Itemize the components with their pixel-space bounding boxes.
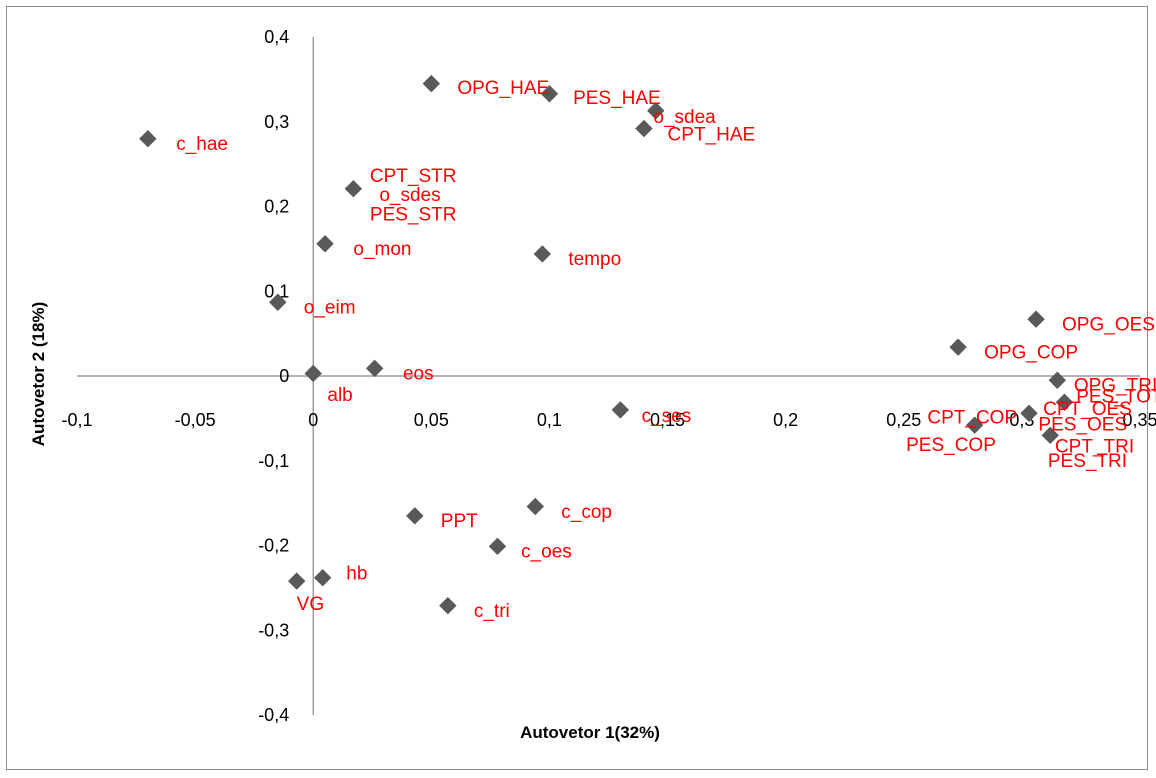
data-point [1020, 404, 1038, 422]
x-tick-label: 0,25 [886, 410, 921, 430]
y-tick-label: -0,3 [258, 620, 289, 640]
data-point [611, 401, 630, 419]
y-tick-label: -0,1 [258, 451, 289, 471]
data-point [439, 596, 457, 615]
point-label: OPG_OES [1062, 314, 1155, 335]
chart-frame [6, 6, 1148, 770]
data-point [949, 338, 967, 356]
point-label: o_sdes [379, 185, 440, 206]
y-tick-label: -0,4 [258, 705, 289, 725]
point-label: CPT_COP [927, 408, 1017, 429]
point-label: PES_COP [906, 435, 996, 456]
data-point [313, 568, 332, 587]
data-point [1027, 310, 1045, 328]
data-point [287, 572, 306, 590]
x-tick-label: 0,15 [650, 410, 685, 430]
data-point [316, 235, 334, 253]
data-point [269, 293, 287, 311]
point-label: c_tri [474, 601, 510, 622]
data-point [1055, 393, 1074, 411]
data-point [1041, 426, 1059, 445]
point-label: o_eim [304, 298, 356, 319]
point-label: PES_HAE [573, 88, 661, 109]
point-label: PES_TOT [1076, 386, 1156, 407]
tick-labels: -0,1 -0,05 0 0,05 0,1 0,15 0,2 0,25 0,3 0,35 0,4 0,… [61, 27, 1156, 725]
data-point [344, 179, 363, 198]
point-label: PES_OES [1038, 414, 1127, 435]
point-label: eos [403, 364, 434, 385]
point-label: hb [346, 564, 367, 585]
data-point [647, 102, 665, 120]
x-tick-label: 0,05 [414, 410, 449, 430]
point-label: CPT_TRI [1055, 436, 1134, 457]
x-tick-label: 0,2 [773, 410, 798, 430]
point-label: o_mon [353, 239, 411, 260]
x-tick-label: 0,35 [1122, 410, 1156, 430]
y-tick-label: -0,2 [258, 536, 289, 556]
data-point [422, 74, 441, 93]
point-label: CPT_STR [370, 166, 457, 187]
data-point [304, 364, 322, 383]
y-tick-label: 0 [279, 366, 289, 386]
data-point [1048, 371, 1067, 389]
point-label: CPT_OES [1043, 399, 1132, 420]
point-label: OPG_TRI [1074, 375, 1156, 396]
point-label: OPG_HAE [457, 78, 549, 99]
point-label: o_sdea [653, 107, 716, 128]
point-label: c_cop [561, 502, 612, 523]
data-points [139, 74, 1074, 615]
x-tick-label: 0,1 [537, 410, 562, 430]
x-tick-label: 0 [308, 410, 318, 430]
data-point [488, 537, 507, 556]
point-label: c_oes [521, 542, 572, 563]
data-point [526, 497, 544, 516]
point-label: PPT [441, 511, 478, 532]
point-label: c_hae [176, 134, 228, 155]
point-label: VG [297, 594, 324, 615]
y-tick-label: 0,4 [264, 27, 289, 47]
point-label: OPG_COP [984, 342, 1078, 363]
point-label: alb [327, 385, 352, 406]
data-point [540, 85, 559, 103]
data-point [365, 359, 384, 378]
x-tick-label: -0,05 [175, 410, 216, 430]
point-label: PES_TRI [1048, 451, 1127, 472]
x-tick-label: -0,1 [61, 410, 92, 430]
y-axis-title: Autovetor 2 (18%) [29, 302, 48, 447]
axes [77, 37, 1140, 715]
y-tick-label: 0,1 [264, 281, 289, 301]
point-label: c_ses [642, 406, 692, 427]
data-point [965, 416, 984, 434]
point-label: tempo [568, 249, 621, 270]
point-label: PES_STR [370, 204, 457, 225]
data-point [533, 245, 552, 263]
x-axis-title: Autovetor 1(32%) [520, 723, 660, 742]
data-point [635, 119, 653, 138]
y-tick-label: 0,3 [264, 112, 289, 132]
data-point [406, 507, 424, 525]
y-tick-label: 0,2 [264, 197, 289, 217]
data-point [139, 129, 157, 148]
point-label: CPT_HAE [668, 125, 756, 146]
